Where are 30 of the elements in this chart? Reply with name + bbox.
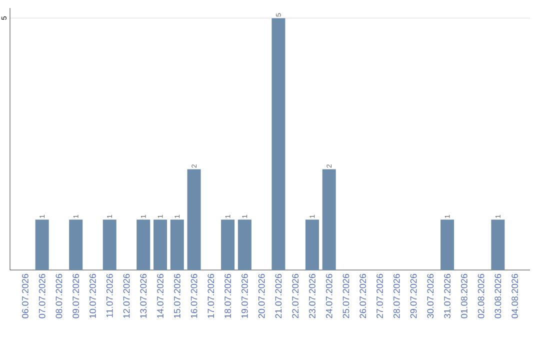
x-tick-label: 03.08.2026 <box>494 274 502 318</box>
x-tick-label: 25.07.2026 <box>342 274 350 318</box>
x-tick-label: 04.08.2026 <box>512 274 518 318</box>
x-tick-label: 14.07.2026 <box>157 274 164 318</box>
x-tick-label: 20.07.2026 <box>258 274 265 318</box>
x-tick-label: 29.07.2026 <box>410 274 417 318</box>
x-tick-label: 28.07.2026 <box>393 274 400 318</box>
x-tick-label: 02.08.2026 <box>478 274 484 318</box>
x-tick-label: 07.07.2026 <box>38 274 46 318</box>
x-tick-label: 13.07.2026 <box>140 274 147 318</box>
x-tick-label: 15.07.2026 <box>174 274 180 318</box>
x-tick-label: 21.07.2026 <box>275 274 282 318</box>
x-tick-label: 26.07.2026 <box>360 274 366 318</box>
x-tick-label: 08.07.2026 <box>56 274 62 318</box>
x-tick-label: 09.07.2026 <box>72 274 80 318</box>
x-tick-label: 27.07.2026 <box>376 274 383 318</box>
x-tick-label: 17.07.2026 <box>208 274 214 318</box>
x-tick-label: 01.08.2026 <box>460 274 468 318</box>
x-tick-label: 30.07.2026 <box>427 274 434 318</box>
x-tick-label: 23.07.2026 <box>309 274 316 318</box>
x-tick-label: 24.07.2026 <box>326 274 332 318</box>
x-tick-label: 19.07.2026 <box>241 274 248 318</box>
x-tick-label: 31.07.2026 <box>444 274 450 318</box>
x-tick-label: 16.07.2026 <box>190 274 198 318</box>
x-tick-label: 11.07.2026 <box>106 274 113 318</box>
x-tick-label: 22.07.2026 <box>292 274 299 318</box>
x-tick-label: 10.07.2026 <box>90 274 96 318</box>
x-tick-label: 12.07.2026 <box>123 274 130 318</box>
x-tick-label: 06.07.2026 <box>22 274 28 318</box>
x-tick-label: 18.07.2026 <box>224 274 231 318</box>
